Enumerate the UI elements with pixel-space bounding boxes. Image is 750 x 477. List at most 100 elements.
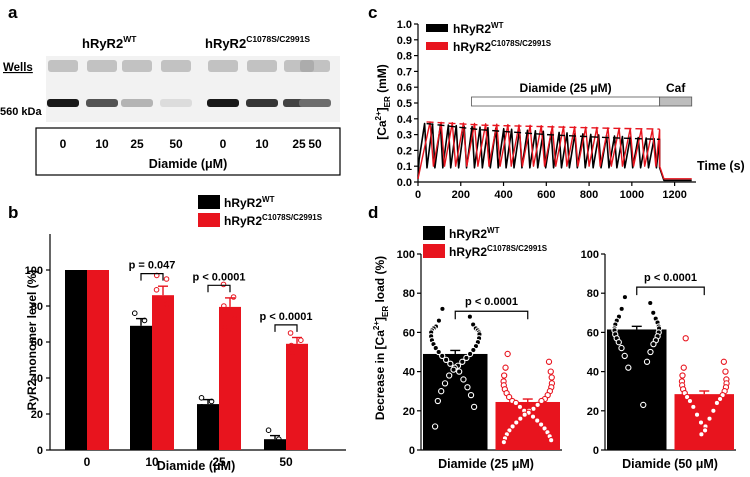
chart-d1-point [439, 352, 446, 360]
chart-b-point [267, 443, 274, 450]
chart-d1-point [512, 399, 520, 407]
chart-d2-ytick-label: 60 [587, 327, 599, 339]
chart-c-ytick-label: 1.0 [397, 19, 412, 31]
chart-d1-point [434, 397, 442, 405]
chart-d-ylabel: Decrease in [Ca2+]ER load (%) [372, 256, 390, 420]
chart-b-pvalue: p < 0.0001 [260, 311, 313, 323]
chart-c-ytick-label: 0.1 [397, 161, 412, 173]
legend-c-wt-label: hRyR2WT [453, 21, 504, 36]
chart-d1-point [438, 388, 445, 395]
chart-d1-point [460, 376, 467, 383]
chart-d1-point [466, 350, 474, 358]
chart-d2-point [720, 358, 728, 365]
chart-d1-ytick-label: 0 [409, 445, 415, 457]
chart-d2-ytick-label: 100 [581, 249, 599, 261]
chart-b-bar [197, 404, 219, 450]
chart-d2-sig-bracket [636, 286, 705, 296]
chart-d2-point [679, 372, 686, 379]
chart-d1-point [442, 356, 450, 363]
chart-c-xtick-label: 200 [452, 189, 470, 201]
chart-d1-point [470, 346, 477, 354]
chart-b-ytick-label: 0 [37, 445, 43, 457]
chart-d1-point [435, 317, 443, 324]
chart-b-point [289, 350, 296, 356]
chart-c-xlabel: Time (s) [697, 159, 745, 173]
gel-well [247, 60, 277, 72]
panel-label-a: a [8, 3, 18, 22]
chart-d1-point [456, 368, 463, 375]
panel-label-b: b [8, 203, 18, 222]
gel-band [207, 99, 239, 107]
caffeine-bar [659, 96, 693, 107]
chart-b-point [288, 342, 295, 349]
chart-d1-point [431, 423, 439, 430]
chart-d2-point [625, 364, 632, 371]
chart-d1-point [521, 411, 528, 418]
chart-c-ytick-label: 0.6 [397, 82, 412, 94]
chart-d1-point [500, 439, 508, 446]
chart-d2-bar [674, 394, 734, 450]
gel-lane-label: 50 [169, 137, 183, 151]
chart-d2-point [680, 364, 687, 371]
chart-b-point [154, 310, 161, 317]
chart-c-ytick-label: 0.2 [397, 145, 412, 157]
chart-d2-ytick-label: 80 [587, 288, 599, 300]
chart-d1-point [513, 419, 520, 426]
chart-d1-point [459, 358, 466, 365]
chart-d2-point [697, 419, 705, 426]
chart-d2-point [647, 299, 654, 307]
gel-lane-label: 10 [255, 137, 269, 151]
gel-lane-label: 25 [130, 137, 144, 151]
chart-b-ytick-label: 60 [31, 337, 43, 349]
chart-b-point [266, 440, 273, 446]
chart-b-point [231, 315, 238, 322]
chart-c-xtick-label: 400 [494, 189, 512, 201]
chart-b-point [198, 395, 205, 401]
chart-d2-ytick-label: 0 [593, 445, 599, 457]
chart-b: 0 20 40 60 80 100 0 10 25 50 p = 0.047 p < 0.0001 p … [25, 234, 346, 469]
chart-b-xtick-label: 25 [212, 455, 226, 469]
chart-b-point [131, 310, 138, 317]
gel-well [48, 60, 78, 72]
chart-d2-point [618, 344, 625, 352]
chart-c-xtick-label: 0 [415, 189, 421, 201]
gel-band [121, 99, 153, 107]
gel-band [299, 99, 331, 107]
chart-d1-point [505, 393, 513, 401]
chart-d2-point [716, 395, 724, 403]
chart-d1-pvalue: p < 0.0001 [465, 296, 518, 308]
chart-d1-point [463, 354, 470, 362]
chart-b-point [222, 324, 228, 331]
chart-b-point [276, 436, 282, 443]
chart-d2-point [698, 431, 705, 438]
chart-d2: 0 20 40 60 80 100 p < 0.0001 [581, 249, 736, 457]
gel-lane-label: 10 [95, 137, 109, 151]
chart-b-bar [65, 270, 87, 450]
chart-b-point [141, 317, 148, 324]
chart-d1-point [435, 348, 442, 356]
legend-b-mut-swatch [198, 213, 220, 227]
chart-d2-ytick-label: 40 [587, 367, 599, 379]
fit-curve [426, 121, 660, 130]
legend-d-wt-label: hRyR2WT [449, 226, 500, 241]
chart-b-point [220, 281, 227, 288]
chart-c-xtick-label: 800 [580, 189, 598, 201]
gel-band [47, 99, 79, 107]
kda-label: 560 kDa [0, 106, 42, 118]
chart-d1-point [534, 401, 541, 409]
chart-d1-point [439, 305, 446, 313]
chart-b-ytick-label: 20 [31, 409, 43, 421]
chart-c-ytick-label: 0.9 [397, 35, 412, 47]
chart-b-point [153, 287, 160, 293]
chart-c-ytick-label: 0.3 [397, 130, 412, 142]
chart-d1-point [547, 368, 554, 375]
diamide-bar [471, 96, 661, 107]
gel-lane-label: 0 [60, 137, 67, 151]
gel-lane-label: 50 [308, 137, 322, 151]
legend-d-wt-swatch [423, 226, 445, 240]
legend-b-wt-label: hRyR2WT [224, 195, 275, 210]
trace-mut [417, 121, 692, 180]
chart-d1-sig-bracket [454, 310, 529, 320]
chart-d1-point [537, 421, 545, 428]
